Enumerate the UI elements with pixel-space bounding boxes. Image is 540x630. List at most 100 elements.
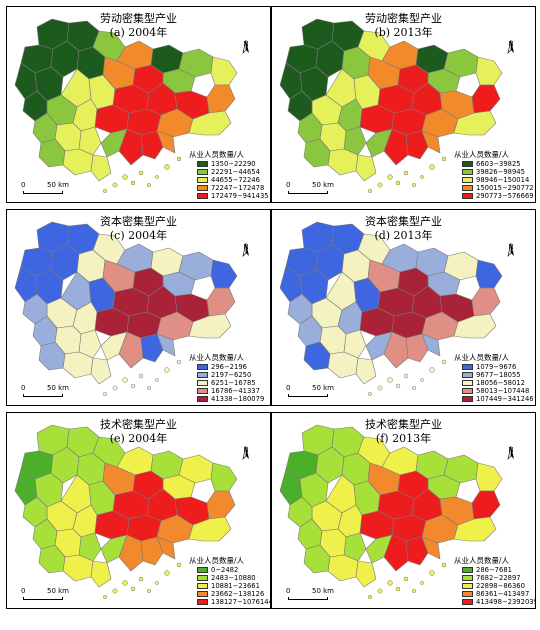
map-region	[140, 130, 164, 160]
map-region	[90, 154, 112, 182]
legend-label: 1350−22290	[211, 160, 256, 168]
map-region	[421, 333, 441, 357]
map-region	[327, 554, 359, 582]
map-region	[405, 130, 429, 160]
legend-swatch	[462, 177, 473, 183]
map-island	[377, 182, 383, 188]
legend-label: 22898−86360	[476, 582, 525, 590]
legend-label: 39826−98945	[476, 168, 525, 176]
map-island	[395, 180, 401, 186]
map-island	[387, 174, 393, 180]
map-region	[38, 138, 66, 168]
map-island	[420, 175, 424, 179]
north-arrow: N	[505, 446, 517, 460]
choropleth-map	[14, 424, 238, 600]
legend-swatch	[462, 388, 473, 394]
north-arrow-icon	[507, 40, 514, 54]
map-region	[38, 544, 66, 574]
legend-swatch	[462, 567, 473, 573]
scale-distance: 50 km	[47, 181, 70, 189]
panel-subtitle: (c) 2004年	[109, 229, 168, 242]
map-island	[367, 188, 373, 194]
legend-swatch	[462, 185, 473, 191]
legend-label: 1079−9676	[476, 363, 517, 371]
legend-swatch	[462, 193, 473, 199]
panel-title: 劳动密集型产业	[365, 12, 442, 25]
legend-item: 296−2196	[197, 363, 270, 371]
map-region	[471, 287, 501, 317]
legend: 从业人员数量/人 0−2482 2483−10880 10881−23661 2366…	[189, 556, 271, 606]
map-island	[112, 182, 118, 188]
choropleth-map	[279, 424, 503, 600]
scale-bar: 0 50 km	[286, 181, 356, 197]
map-island	[155, 175, 159, 179]
legend-label: 18056−58012	[476, 379, 525, 387]
map-region	[210, 259, 238, 289]
choropleth-map	[279, 18, 503, 194]
legend-swatch	[197, 372, 208, 378]
map-region	[303, 138, 331, 168]
map-island	[146, 385, 152, 391]
map-island	[377, 588, 383, 594]
map-island	[130, 586, 136, 592]
legend-item: 22291−44654	[197, 168, 270, 176]
map-region	[471, 84, 501, 114]
map-island	[403, 170, 409, 176]
choropleth-map	[14, 18, 238, 194]
map-island	[176, 562, 182, 568]
map-island	[102, 188, 108, 194]
legend-item: 6251−16785	[197, 379, 270, 387]
legend-item: 138127−1076144	[197, 598, 271, 606]
map-region	[365, 534, 393, 564]
scale-zero: 0	[21, 181, 26, 189]
legend-label: 413498−2392039	[476, 598, 536, 606]
panel-title: 劳动密集型产业	[100, 12, 177, 25]
legend-swatch	[197, 177, 208, 183]
scale-bar-line	[288, 597, 328, 600]
legend: 从业人员数量/人 296−2196 2197−6250 6251−16785 1678…	[189, 353, 270, 403]
map-region	[62, 554, 94, 582]
scale-bar-line	[23, 191, 63, 194]
legend-item: 1079−9676	[462, 363, 535, 371]
map-region	[303, 544, 331, 574]
legend-label: 138127−1076144	[211, 598, 271, 606]
legend-swatch	[197, 380, 208, 386]
scale-zero: 0	[286, 587, 291, 595]
map-region	[471, 490, 501, 520]
legend-item: 413498−2392039	[462, 598, 536, 606]
map-region	[453, 110, 497, 136]
legend-label: 6603−39825	[476, 160, 521, 168]
panel-subtitle: (d) 2013年	[374, 229, 433, 242]
legend-item: 107449−341246	[462, 395, 535, 403]
map-region	[100, 128, 128, 158]
legend-swatch	[197, 396, 208, 402]
scale-bar-line	[288, 191, 328, 194]
map-region	[421, 130, 441, 154]
legend-label: 58013−107448	[476, 387, 530, 395]
map-region	[100, 534, 128, 564]
legend-label: 7682−22897	[476, 574, 521, 582]
legend-label: 98946−150014	[476, 176, 530, 184]
map-island	[146, 182, 152, 188]
scale-zero: 0	[286, 384, 291, 392]
map-island	[411, 385, 417, 391]
legend-item: 150015−290772	[462, 184, 535, 192]
map-region	[365, 128, 393, 158]
legend-item: 1350−22290	[197, 160, 270, 168]
legend-swatch	[197, 599, 208, 605]
scale-bar-line	[288, 394, 328, 397]
map-island	[138, 170, 144, 176]
legend-label: 286−7681	[476, 566, 512, 574]
map-island	[411, 588, 417, 594]
map-island	[377, 385, 383, 391]
map-island	[155, 581, 159, 585]
legend-item: 6603−39825	[462, 160, 535, 168]
legend-swatch	[197, 193, 208, 199]
map-region	[405, 536, 429, 566]
map-region	[327, 351, 359, 379]
map-island	[112, 385, 118, 391]
legend-swatch	[462, 372, 473, 378]
legend-label: 2197−6250	[211, 371, 252, 379]
map-region	[140, 333, 164, 363]
north-arrow-icon	[507, 446, 514, 460]
